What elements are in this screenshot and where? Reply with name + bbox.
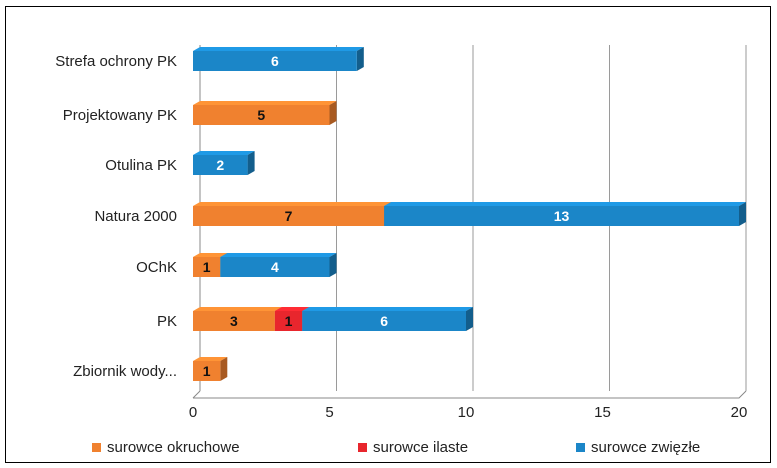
legend-item-zwiezle: surowce zwięzłe xyxy=(576,439,700,456)
data-label-5-2: 6 xyxy=(380,313,388,329)
category-label-3: Natura 2000 xyxy=(94,208,177,225)
category-label-2: Otulina PK xyxy=(105,157,177,174)
bar-3-0 xyxy=(193,206,385,226)
bar-5-1 xyxy=(274,311,303,331)
bar-4-2 xyxy=(220,257,330,277)
legend-label-ilaste: surowce ilaste xyxy=(373,439,469,456)
bar-top-0-2 xyxy=(193,47,364,51)
legend-label-zwiezle: surowce zwięzłe xyxy=(591,439,701,456)
bar-side-0-2 xyxy=(356,47,364,71)
data-label-0-2: 6 xyxy=(271,53,279,69)
category-label-6: Zbiornik wody... xyxy=(73,363,177,380)
bar-6-0 xyxy=(193,361,221,381)
data-label-5-1: 1 xyxy=(285,313,293,329)
bar-side-4-2 xyxy=(329,253,337,277)
x-tick-label-1: 5 xyxy=(325,404,333,421)
category-label-5: PK xyxy=(157,313,177,330)
x-tick-label-4: 20 xyxy=(731,404,748,421)
bar-top-5-2 xyxy=(302,307,473,311)
bar-side-5-2 xyxy=(466,307,473,331)
data-label-2-2: 2 xyxy=(216,157,224,173)
bar-top-3-0 xyxy=(193,202,392,206)
data-label-3-2: 13 xyxy=(554,208,570,224)
legend-swatch-zwiezle xyxy=(576,443,585,452)
data-label-6-0: 1 xyxy=(203,363,211,379)
bar-3-2 xyxy=(384,206,739,226)
bar-top-6-0 xyxy=(193,357,228,361)
bar-top-2-2 xyxy=(193,151,255,155)
chart-frame xyxy=(5,6,771,463)
legend: surowce okruchowe surowce ilaste surowce… xyxy=(92,439,752,461)
bar-4-0 xyxy=(193,257,221,277)
bar-side-3-2 xyxy=(739,202,746,226)
bar-side-1-0 xyxy=(329,101,337,125)
x-tick-label-2: 10 xyxy=(458,404,475,421)
category-label-4: OChK xyxy=(136,259,177,276)
legend-item-okruchowe: surowce okruchowe xyxy=(92,439,240,456)
bar-0-2 xyxy=(193,51,357,71)
data-label-4-2: 4 xyxy=(271,259,279,275)
data-label-5-0: 3 xyxy=(230,313,238,329)
x-tick-label-3: 15 xyxy=(594,404,611,421)
bar-5-0 xyxy=(193,311,275,331)
bar-top-5-1 xyxy=(274,307,310,311)
bar-top-4-0 xyxy=(193,253,228,257)
legend-swatch-okruchowe xyxy=(92,443,101,452)
bar-1-0 xyxy=(193,105,330,125)
x-axis-floor xyxy=(193,390,747,399)
data-label-1-0: 5 xyxy=(257,107,265,123)
bar-top-3-2 xyxy=(384,202,746,206)
data-label-3-0: 7 xyxy=(285,208,293,224)
legend-swatch-ilaste xyxy=(358,443,367,452)
x-axis-floor-edge xyxy=(192,390,201,399)
bar-side-2-2 xyxy=(247,151,255,175)
legend-item-ilaste: surowce ilaste xyxy=(358,439,468,456)
bar-top-5-0 xyxy=(193,307,282,311)
category-label-1: Projektowany PK xyxy=(63,107,177,124)
bar-side-6-0 xyxy=(220,357,228,381)
legend-label-okruchowe: surowce okruchowe xyxy=(107,439,240,456)
bar-top-1-0 xyxy=(193,101,337,105)
bar-2-2 xyxy=(193,155,248,175)
bar-5-2 xyxy=(302,311,466,331)
category-label-0: Strefa ochrony PK xyxy=(55,53,177,70)
bar-top-4-2 xyxy=(220,253,337,257)
data-label-4-0: 1 xyxy=(203,259,211,275)
x-tick-label-0: 0 xyxy=(189,404,197,421)
